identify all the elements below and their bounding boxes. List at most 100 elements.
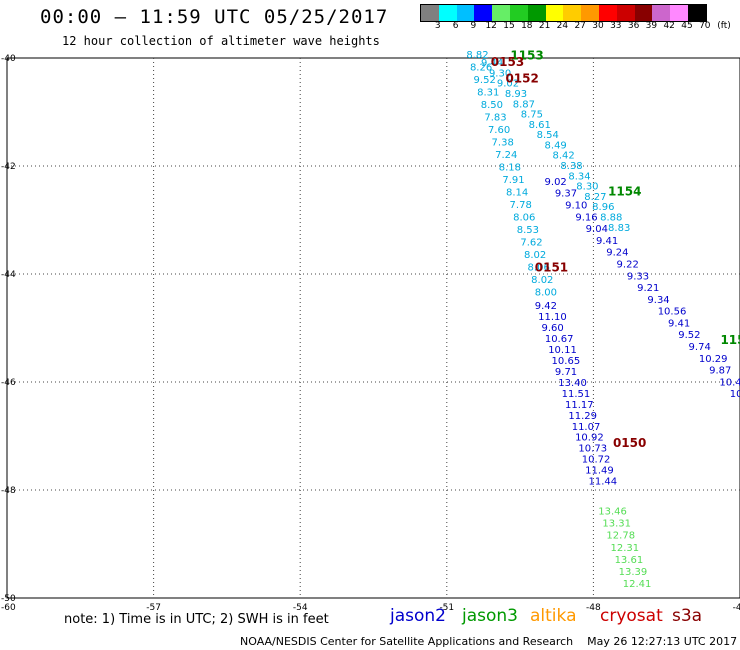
map-frame: [6, 57, 740, 599]
swh-value: 9.24: [606, 248, 628, 259]
swh-value: 9.33: [627, 271, 649, 282]
swh-value: 7.91: [502, 175, 524, 186]
satellite-legend-jason2: jason2: [390, 606, 446, 626]
map-title: 00:00 – 11:59 UTC 05/25/2017: [40, 6, 389, 28]
legend-swatch: [616, 5, 635, 21]
swh-value: 9.30: [489, 68, 511, 79]
swh-value: 8.42: [552, 151, 574, 162]
swh-value: 9.44: [481, 58, 503, 69]
legend-label: (ft): [717, 21, 731, 31]
swh-value: 8.49: [545, 140, 567, 151]
legend-swatch: [652, 5, 671, 21]
swh-value: 8.75: [521, 110, 543, 121]
swh-value: 11.49: [585, 466, 614, 477]
map-subtitle: 12 hour collection of altimeter wave hei…: [62, 34, 380, 48]
swh-value: 9.87: [709, 366, 731, 377]
swh-value: 8.61: [529, 120, 551, 131]
swh-value: 8.96: [592, 202, 614, 213]
swh-value: 9.04: [586, 224, 608, 235]
swh-value: 8.30: [576, 182, 598, 193]
swh-value: 8.06: [513, 213, 535, 224]
swh-value: 11.44: [589, 477, 618, 488]
swh-value: 8.88: [600, 213, 622, 224]
swh-value: 9.21: [637, 283, 659, 294]
swh-value: 9.34: [647, 295, 669, 306]
swh-value: 8.02: [524, 250, 546, 261]
swh-value: 8.93: [505, 89, 527, 100]
swh-value: 10.72: [582, 455, 611, 466]
pass-time-label: 1153: [510, 49, 543, 63]
lat-tick-label: -44: [1, 270, 16, 280]
swh-value: 13.31: [602, 518, 631, 529]
legend-label: 70: [699, 21, 711, 31]
legend-label: 3: [434, 21, 441, 31]
legend-swatch: [634, 5, 653, 21]
swh-value: 11.29: [568, 411, 597, 422]
legend-label: 27: [574, 21, 586, 31]
swh-value: 8.34: [568, 171, 590, 182]
swh-value: 9.02: [497, 79, 519, 90]
legend-label: 21: [538, 21, 551, 31]
swh-value: 7.83: [484, 113, 506, 124]
swh-value: 9.71: [555, 367, 577, 378]
swh-value: 9.41: [668, 318, 690, 329]
swh-value: 10.60: [730, 389, 740, 400]
lat-tick-label: -46: [1, 378, 16, 388]
swh-value: 7.78: [510, 200, 532, 211]
swh-value: 9.74: [689, 342, 711, 353]
swh-value: 8.82: [466, 50, 488, 61]
swh-value: 10.65: [552, 356, 581, 367]
legend-swatch: [598, 5, 617, 21]
legend-swatch: [670, 5, 688, 21]
swh-value: 12.78: [606, 531, 635, 542]
swh-value: 8.26: [470, 63, 492, 74]
swh-value: 11.51: [562, 389, 591, 400]
swh-value: 9.41: [596, 236, 618, 247]
swh-value: 9.60: [541, 323, 563, 334]
lat-tick-label: -48: [1, 486, 16, 496]
satellite-legend-s3a: s3a: [672, 606, 703, 626]
swh-value: 7.60: [488, 125, 510, 136]
satellite-legend-jason3: jason3: [462, 606, 518, 626]
legend-label: 9: [470, 21, 477, 31]
swh-value: 10.43: [719, 377, 740, 388]
swh-value: 12.31: [611, 543, 640, 554]
satellite-legend-cryosat: cryosat: [600, 606, 663, 626]
swh-value: 13.39: [619, 567, 648, 578]
footnote: note: 1) Time is in UTC; 2) SWH is in fe…: [64, 612, 329, 627]
color-legend-labels: 3 6 9 12 15 18 21 24 27 30 33 36 39 42 45 70 (ft): [420, 21, 740, 33]
legend-label: 39: [645, 21, 658, 31]
swh-value: 10.73: [578, 444, 607, 455]
lon-tick-label: -54: [293, 603, 308, 613]
legend-swatch: [456, 5, 475, 21]
swh-value: 8.50: [481, 100, 503, 111]
lat-tick-label: -50: [1, 594, 16, 604]
lon-tick-label: -48: [586, 603, 601, 613]
legend-swatch: [492, 5, 510, 21]
legend-swatch: [438, 5, 457, 21]
swh-value: 10.67: [545, 334, 574, 345]
swh-value: 8.83: [608, 223, 630, 234]
swh-value: 10.11: [548, 345, 577, 356]
legend-label: 12: [485, 21, 497, 31]
legend-label: 30: [592, 21, 604, 31]
legend-label: 45: [681, 21, 693, 31]
swh-value: 13.40: [558, 378, 587, 389]
swh-value: 8.27: [584, 192, 606, 203]
legend-label: 6: [452, 21, 459, 31]
corner-tick-label: -60: [1, 603, 16, 613]
swh-value: 7.62: [520, 238, 542, 249]
color-legend-bar: [420, 4, 707, 22]
legend-swatch: [581, 5, 599, 21]
swh-value: 11.10: [538, 312, 567, 323]
swh-value: 13.46: [598, 506, 627, 517]
swh-value: 9.22: [617, 259, 639, 270]
swh-value: 8.00: [535, 288, 557, 299]
swh-value: 8.87: [513, 99, 535, 110]
graticule: [7, 58, 740, 598]
lon-tick-label: -51: [439, 603, 454, 613]
legend-label: 24: [556, 21, 569, 31]
pass-time-label: 0152: [505, 71, 538, 85]
